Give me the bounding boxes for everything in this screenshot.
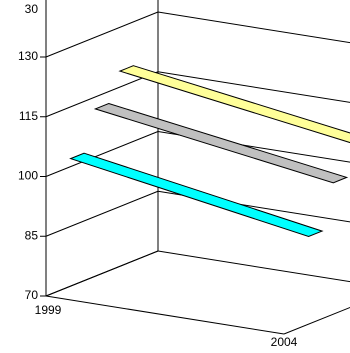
gridline-side xyxy=(45,131,159,177)
y-axis-ticks: 70 85 100 115 130 xyxy=(18,49,46,302)
x-category-label: 2004 xyxy=(271,335,298,349)
gridline-back xyxy=(157,71,350,103)
series-ribbons xyxy=(69,65,350,238)
y-tick-label: 70 xyxy=(25,288,39,302)
series-ribbon xyxy=(118,65,350,144)
gridline-back xyxy=(158,0,350,2)
gridline-back xyxy=(157,11,350,44)
gridline-side xyxy=(45,71,159,118)
y-tick-label: 100 xyxy=(18,169,38,183)
chart-walls xyxy=(45,0,350,335)
series-ribbon xyxy=(69,152,324,238)
floor-right-edge xyxy=(283,306,350,335)
y-tick-label: 130 xyxy=(18,49,38,63)
series-ribbon xyxy=(93,102,349,184)
gridline-side xyxy=(45,190,159,237)
y-tick-label-partial: 30 xyxy=(25,2,39,16)
gridline-side xyxy=(45,11,159,58)
gridline-side xyxy=(45,250,159,297)
x-category-label: 1999 xyxy=(35,303,62,317)
y-tick-label: 115 xyxy=(19,109,38,123)
floor-front-edge xyxy=(45,295,285,335)
y-tick-label: 85 xyxy=(25,228,39,242)
gridline-back xyxy=(157,250,350,283)
